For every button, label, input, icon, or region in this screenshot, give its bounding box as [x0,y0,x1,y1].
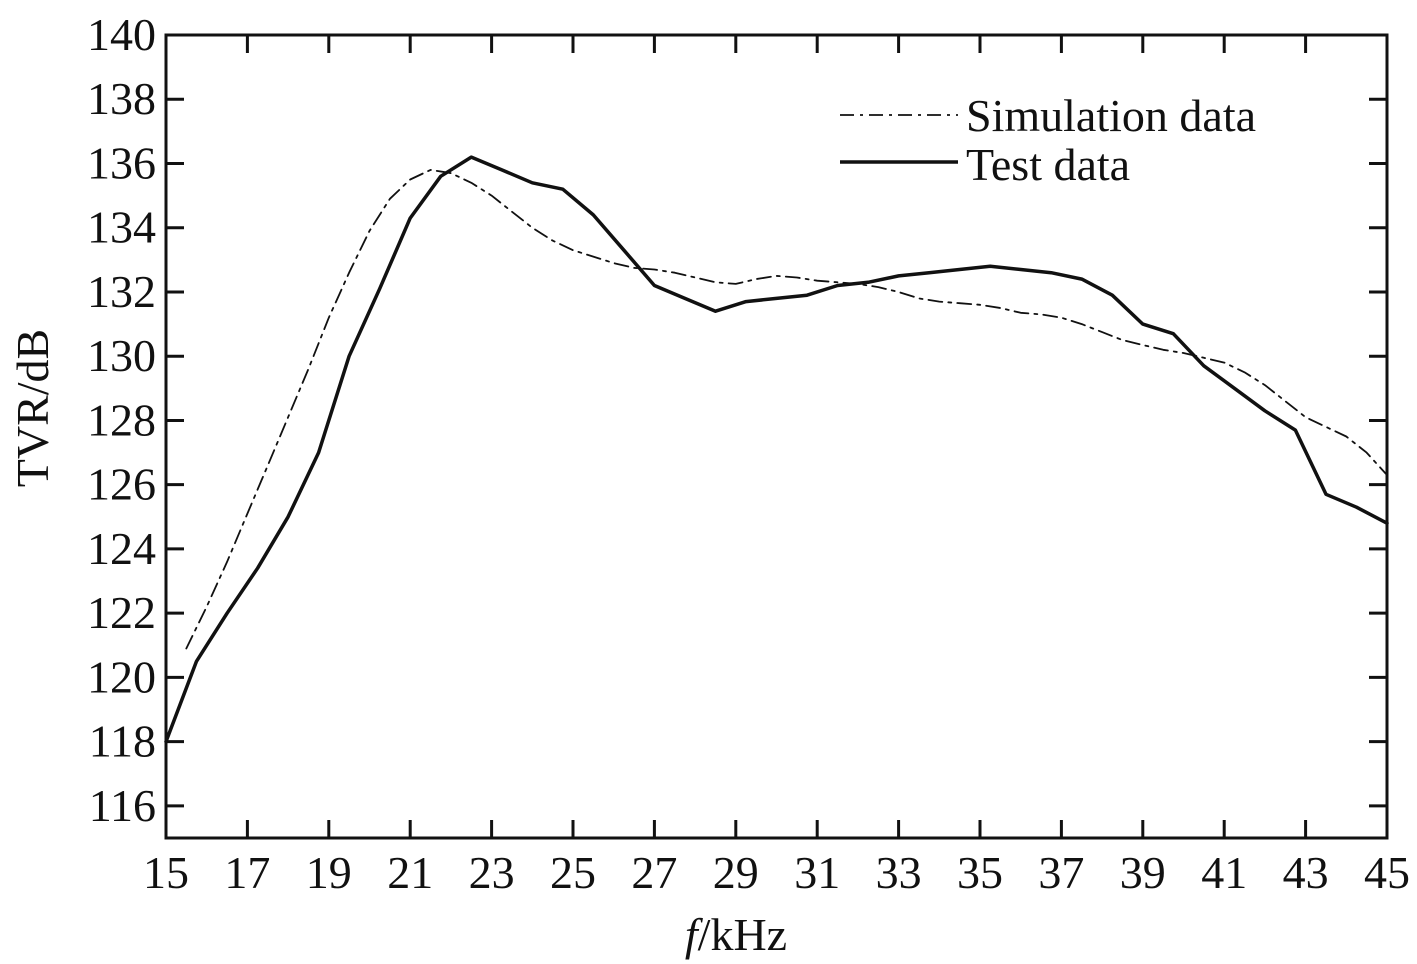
x-tick-label: 15 [143,847,189,898]
x-axis-ticks: 15 17 19 21 23 25 27 29 31 33 35 37 39 41 43 45 [143,35,1410,898]
plot-frame [164,33,1389,840]
y-tick-label: 126 [87,459,156,510]
x-tick-label: 41 [1201,847,1247,898]
y-tick-label: 134 [87,202,156,253]
y-tick-label: 116 [89,780,156,831]
x-tick-label: 17 [224,847,270,898]
x-tick-label: 35 [957,847,1003,898]
x-axis-label-separator: / [698,909,711,960]
legend-label-test: Test data [966,139,1130,190]
legend-label-simulation: Simulation data [966,90,1256,141]
y-axis-ticks: 116 118 120 122 124 126 128 130 132 134 136 138 140 [87,9,1387,831]
y-tick-label: 120 [87,651,156,702]
y-tick-label: 122 [87,587,156,638]
x-tick-label: 39 [1120,847,1166,898]
simulation-data-line [185,169,1388,650]
x-tick-label: 29 [713,847,759,898]
x-tick-label: 33 [876,847,922,898]
test-data-line [164,155,1389,744]
y-tick-label: 128 [87,394,156,445]
x-axis-label-unit: kHz [710,909,787,960]
y-axis-label: TVR/dB [7,329,58,487]
x-tick-label: 31 [794,847,840,898]
x-tick-label: 43 [1283,847,1329,898]
x-tick-label: 19 [306,847,352,898]
y-tick-label: 140 [87,9,156,60]
legend: Simulation data Test data [840,90,1256,190]
y-tick-label: 136 [87,137,156,188]
x-tick-label: 45 [1364,847,1410,898]
x-tick-label: 37 [1038,847,1084,898]
y-tick-label: 138 [87,73,156,124]
series-layer [164,155,1389,744]
x-tick-label: 25 [550,847,596,898]
x-tick-label: 23 [469,847,515,898]
y-tick-label: 124 [87,523,156,574]
y-tick-label: 132 [87,266,156,317]
x-axis-label: f/kHz [685,909,787,960]
x-tick-label: 21 [387,847,433,898]
y-tick-label: 130 [87,330,156,381]
x-tick-label: 27 [631,847,677,898]
y-tick-label: 118 [89,716,156,767]
